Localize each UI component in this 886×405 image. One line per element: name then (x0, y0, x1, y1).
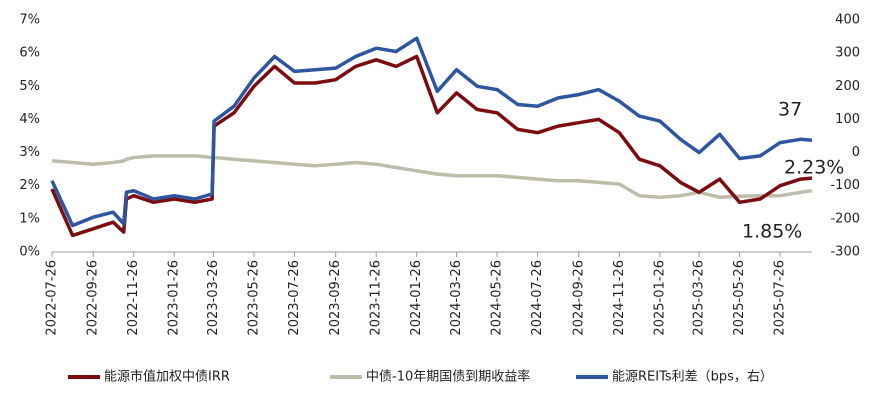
y-tick-label: 4% (19, 112, 40, 127)
x-tick-label: 2024-11-26 (612, 260, 627, 336)
x-tick-label: 2022-11-26 (126, 260, 141, 336)
y-tick-label: 0% (19, 245, 40, 260)
annotation: 37 (778, 99, 802, 121)
y-tick-label: 5% (19, 79, 40, 94)
x-tick-label: 2023-09-26 (328, 260, 343, 336)
x-tick-label: 2022-07-26 (45, 260, 60, 336)
legend-label: 能源REITs利差（bps，右） (612, 370, 773, 385)
legend-label: 中债-10年期国债到期收益率 (366, 369, 530, 385)
x-tick-label: 2023-11-26 (369, 260, 384, 336)
annotation: 1.85% (742, 221, 802, 243)
x-tick-label: 2025-05-26 (732, 260, 747, 336)
x-tick-label: 2023-07-26 (287, 260, 302, 336)
x-tick-label: 2023-01-26 (167, 260, 182, 336)
y-tick-label: 3% (19, 145, 40, 160)
y-tick-label: 1% (19, 211, 40, 226)
y2-tick-label: 300 (835, 46, 860, 61)
x-tick-label: 2024-09-26 (571, 260, 586, 336)
x-tick-label: 2024-05-26 (490, 260, 505, 336)
x-tick-label: 2024-03-26 (449, 260, 464, 336)
y-tick-label: 6% (19, 46, 40, 61)
y2-tick-label: -300 (830, 245, 860, 260)
y2-tick-label: 0 (852, 145, 860, 160)
y2-tick-label: -100 (830, 178, 860, 193)
x-tick-label: 2023-03-26 (206, 260, 221, 336)
y-tick-label: 7% (19, 13, 40, 28)
x-tick-label: 2025-01-26 (652, 260, 667, 336)
x-tick-label: 2025-03-26 (692, 260, 707, 336)
x-tick-label: 2024-01-26 (409, 260, 424, 336)
x-tick-label: 2023-05-26 (246, 260, 261, 336)
series-line (51, 154, 813, 200)
x-tick-label: 2024-07-26 (530, 260, 545, 336)
legend-label: 能源市值加权中债IRR (104, 369, 230, 385)
y2-tick-label: 400 (835, 13, 860, 28)
series-line (50, 36, 813, 228)
x-tick-label: 2022-09-26 (86, 260, 101, 336)
x-tick-label: 2025-07-26 (773, 260, 788, 336)
series-line (50, 54, 813, 238)
y-tick-label: 2% (19, 178, 40, 193)
y2-tick-label: 200 (835, 79, 860, 94)
y2-tick-label: -200 (830, 211, 860, 226)
y2-tick-label: 100 (835, 112, 860, 127)
annotation: 2.23% (784, 157, 844, 179)
